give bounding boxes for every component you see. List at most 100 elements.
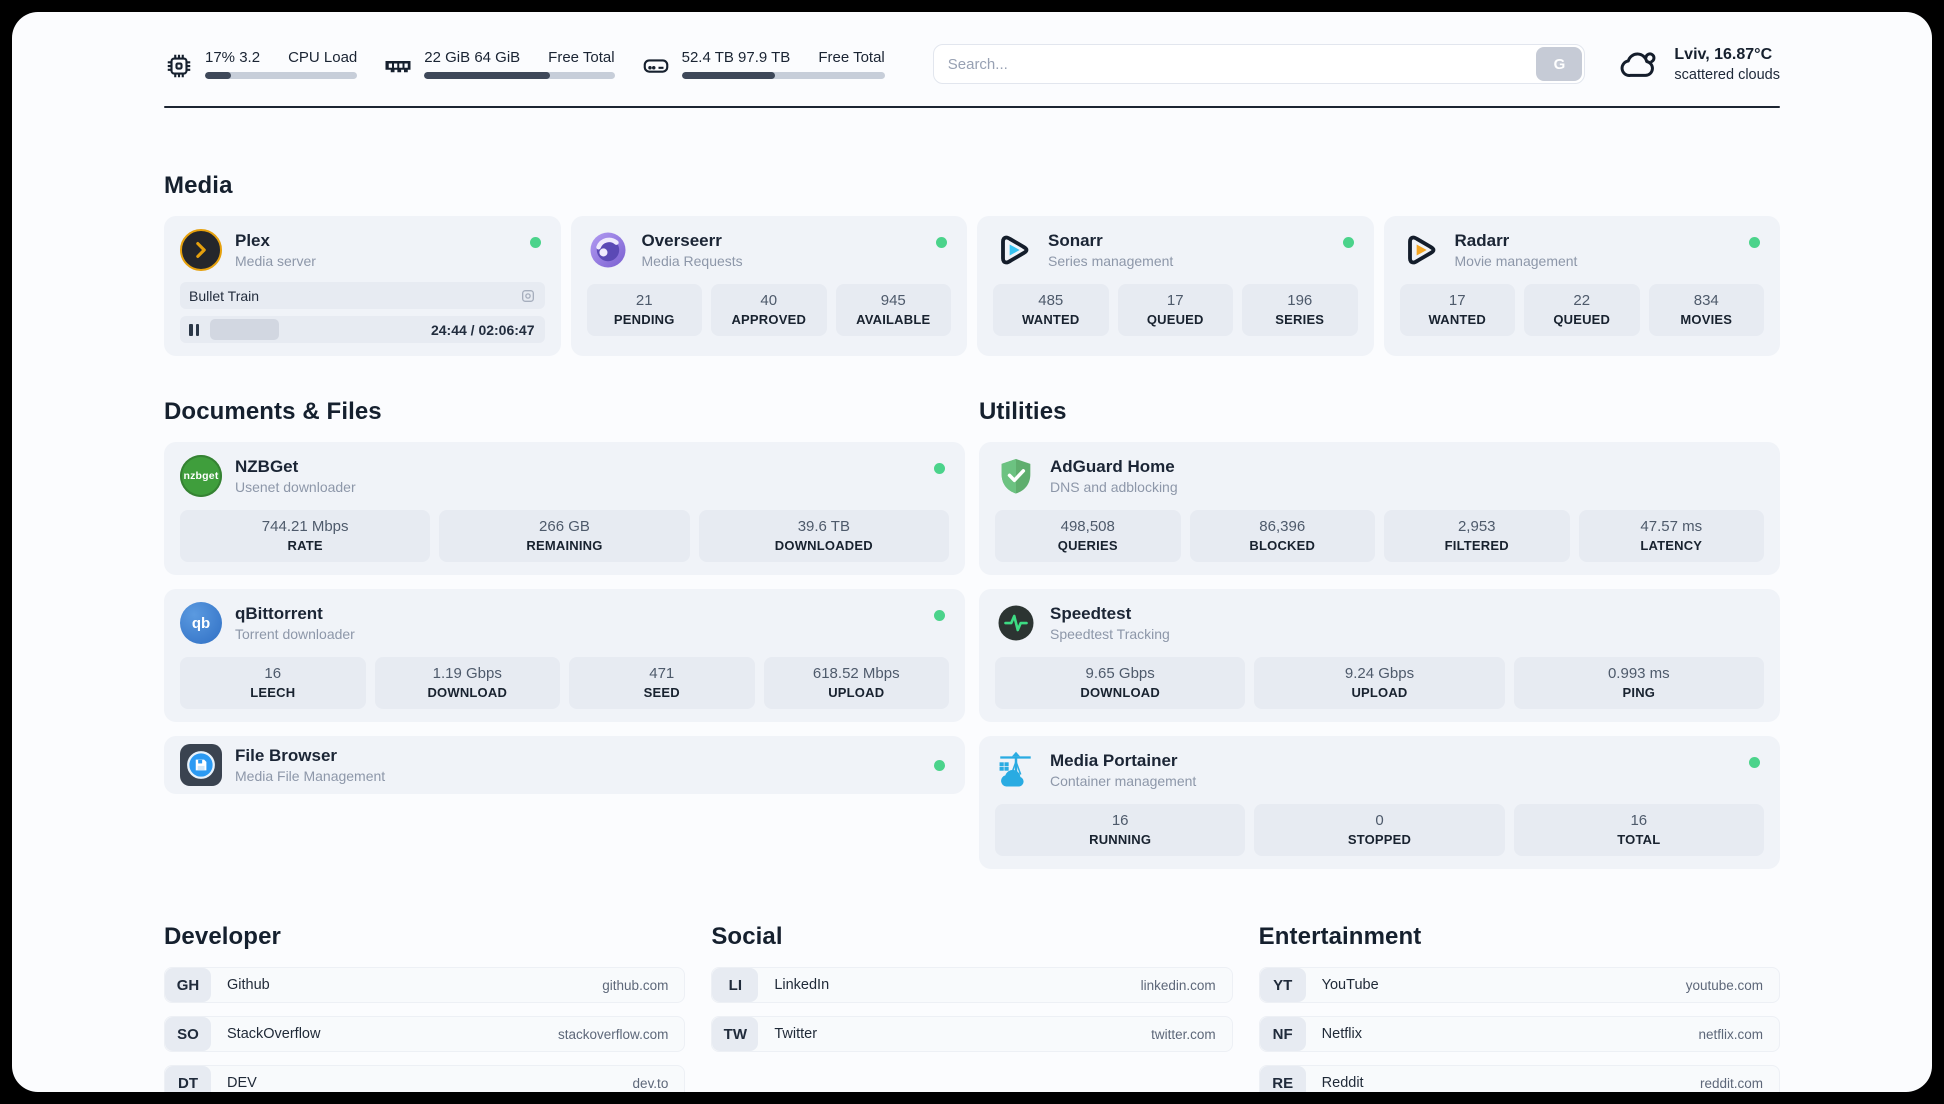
documents-column: Documents & Files nzbget NZBGet Usenet d… <box>164 398 965 883</box>
status-dot <box>934 759 945 771</box>
app-card-plex[interactable]: Plex Media server Bullet Train 24:44 / 0… <box>164 216 561 356</box>
dashboard-canvas: 17% 3.2 CPU Load <box>12 12 1932 1092</box>
bookmark-linkedin[interactable]: LI LinkedIn linkedin.com <box>711 967 1233 1003</box>
cpu-icon <box>167 54 191 77</box>
playback-time: 24:44 / 02:06:47 <box>430 321 535 338</box>
app-subtitle: Media File Management <box>235 768 386 785</box>
app-subtitle: Container management <box>1050 773 1197 790</box>
stat-seed: 471 SEED <box>569 657 755 709</box>
status-dot <box>1749 757 1760 768</box>
ram-progress-bar <box>424 72 615 79</box>
bookmark-name: DEV <box>227 1075 257 1091</box>
bookmark-abbr: GH <box>165 968 211 1002</box>
disk-icon <box>643 58 668 73</box>
weather-widget: Lviv, 16.87°C scattered clouds <box>1619 43 1780 85</box>
bookmark-name: LinkedIn <box>774 977 830 993</box>
stat-wanted: 17 WANTED <box>1399 284 1515 336</box>
stat-rate: 744.21 Mbps RATE <box>180 510 431 562</box>
search-engine-button[interactable]: G <box>1536 47 1583 81</box>
stat-queued: 17 QUEUED <box>1117 284 1233 336</box>
stat-download: 9.65 Gbps DOWNLOAD <box>995 657 1246 709</box>
bookmark-url: stackoverflow.com <box>558 1026 669 1042</box>
app-name: Radarr <box>1454 230 1510 250</box>
adguard-icon <box>995 455 1037 497</box>
stat-available: 945 AVAILABLE <box>835 284 951 336</box>
section-title-media: Media <box>164 172 233 199</box>
app-subtitle: Torrent downloader <box>235 626 355 643</box>
bookmark-dev[interactable]: DT DEV dev.to <box>164 1065 686 1092</box>
ram-icon <box>385 60 411 72</box>
app-card-speedtest[interactable]: Speedtest Speedtest Tracking 9.65 Gbps DO… <box>979 589 1780 722</box>
app-name: qBittorrent <box>235 603 323 623</box>
app-card-portainer[interactable]: Media Portainer Container management 16 R… <box>979 736 1780 869</box>
bookmark-name: Reddit <box>1321 1075 1364 1091</box>
bookmark-abbr: DT <box>165 1066 211 1092</box>
status-dot <box>1749 237 1760 248</box>
section-title-entertainment: Entertainment <box>1258 923 1422 950</box>
bookmark-stackoverflow[interactable]: SO StackOverflow stackoverflow.com <box>164 1016 686 1052</box>
status-dot <box>934 463 945 474</box>
stat-remaining: 266 GB REMAINING <box>439 510 690 562</box>
bookmark-url: dev.to <box>632 1075 669 1091</box>
stat-download: 1.19 Gbps DOWNLOAD <box>374 657 560 709</box>
bookmark-name: YouTube <box>1321 977 1379 993</box>
bookmark-youtube[interactable]: YT YouTube youtube.com <box>1258 967 1780 1003</box>
app-name: Plex <box>235 230 270 250</box>
cpu-label: CPU <box>288 48 320 66</box>
status-dot <box>529 237 541 248</box>
portainer-icon <box>995 749 1037 791</box>
app-name: File Browser <box>235 745 338 765</box>
cpu-progress-bar <box>205 72 358 79</box>
bookmark-twitter[interactable]: TW Twitter twitter.com <box>711 1016 1233 1052</box>
bookmark-url: youtube.com <box>1685 977 1763 993</box>
nzbget-icon: nzbget <box>180 455 222 497</box>
disk-progress-bar <box>681 72 885 79</box>
ram-free: 22 GiB <box>424 48 471 66</box>
app-card-adguard[interactable]: AdGuard Home DNS and adblocking 498,508 Q… <box>979 442 1780 575</box>
stat-latency: 47.57 ms LATENCY <box>1578 510 1764 562</box>
bookmarks-social: Social LI LinkedIn linkedin.com TW Twitt… <box>711 923 1233 1092</box>
app-card-sonarr[interactable]: Sonarr Series management 485 WANTED 17 QUE… <box>977 216 1374 356</box>
app-name: Media Portainer <box>1050 750 1178 770</box>
app-subtitle: Media Requests <box>641 253 743 270</box>
stat-running: 16 RUNNING <box>995 804 1246 856</box>
app-subtitle: Movie management <box>1454 253 1578 270</box>
bookmark-reddit[interactable]: RE Reddit reddit.com <box>1258 1065 1780 1092</box>
stat-leech: 16 LEECH <box>180 657 366 709</box>
stat-upload: 618.52 Mbps UPLOAD <box>763 657 949 709</box>
stat-total: 16 TOTAL <box>1513 804 1764 856</box>
status-dot <box>1342 237 1354 248</box>
stat-stopped: 0 STOPPED <box>1254 804 1505 856</box>
app-name: AdGuard Home <box>1050 456 1175 476</box>
two-column-area: Documents & Files nzbget NZBGet Usenet d… <box>164 398 1780 883</box>
stat-pending: 21 PENDING <box>586 284 702 336</box>
app-card-nzbget[interactable]: nzbget NZBGet Usenet downloader 744.21 M… <box>164 442 965 575</box>
search-container: G <box>932 44 1586 84</box>
bookmark-name: StackOverflow <box>227 1026 321 1042</box>
bookmark-github[interactable]: GH Github github.com <box>164 967 686 1003</box>
app-card-qbittorrent[interactable]: qb qBittorrent Torrent downloader 16 LEEC… <box>164 589 965 722</box>
bookmark-netflix[interactable]: NF Netflix netflix.com <box>1258 1016 1780 1052</box>
app-card-filebrowser[interactable]: File Browser Media File Management <box>164 736 965 794</box>
bookmark-name: Twitter <box>774 1026 818 1042</box>
disk-total-label: Total <box>853 48 885 66</box>
search-input[interactable] <box>932 44 1586 84</box>
ram-free-label: Free <box>548 48 580 66</box>
status-dot <box>934 610 945 621</box>
app-card-overseerr[interactable]: Overseerr Media Requests 21 PENDING 40 APP… <box>570 216 967 356</box>
stat-movies: 834 MOVIES <box>1648 284 1764 336</box>
weather-condition: scattered clouds <box>1674 66 1780 83</box>
speedtest-icon <box>995 602 1037 644</box>
ram-total-label: Total <box>582 48 615 66</box>
app-subtitle: Speedtest Tracking <box>1050 626 1170 643</box>
section-title-developer: Developer <box>164 923 281 950</box>
app-card-radarr[interactable]: Radarr Movie management 17 WANTED 22 QUEUE… <box>1383 216 1780 356</box>
disk-widget: 52.4 TB 97.9 TB Free Total <box>641 48 885 81</box>
bookmark-url: twitter.com <box>1151 1026 1216 1042</box>
stat-blocked: 86,396 BLOCKED <box>1189 510 1375 562</box>
bookmark-url: linkedin.com <box>1140 977 1216 993</box>
stat-queued: 22 QUEUED <box>1524 284 1640 336</box>
top-bar: 17% 3.2 CPU Load <box>164 38 1780 90</box>
pause-button[interactable] <box>189 316 199 343</box>
bookmarks-area: Developer GH Github github.com SO StackO… <box>164 923 1780 1092</box>
